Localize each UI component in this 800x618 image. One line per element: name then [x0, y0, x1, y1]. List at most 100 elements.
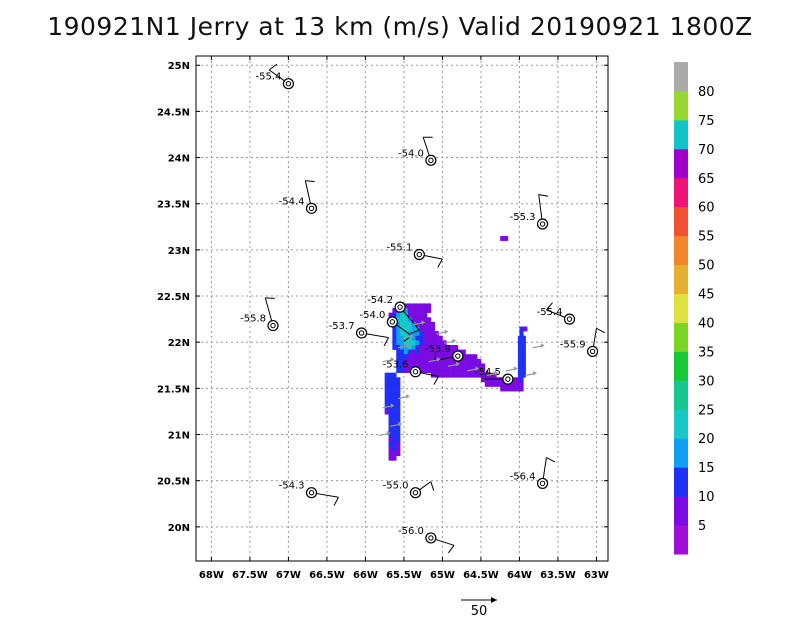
wind-cell	[521, 354, 526, 360]
wind-cell	[392, 308, 397, 313]
observation-marker	[536, 477, 549, 490]
wind-cell	[384, 386, 389, 392]
colorbar-tick-label: 45	[698, 288, 715, 303]
wind-cell	[403, 354, 409, 360]
y-tick-label: 24N	[168, 154, 190, 165]
wind-cell	[521, 335, 526, 341]
wind-cell	[411, 344, 416, 350]
wind-cell	[396, 386, 401, 392]
wind-cell	[396, 381, 401, 387]
wind-cell	[521, 358, 526, 364]
wind-cell	[427, 349, 432, 355]
wind-cell	[392, 391, 397, 397]
wind-cell	[407, 308, 412, 313]
observation-marker-inner	[270, 322, 276, 329]
wind-cell	[388, 312, 393, 318]
wind-cell	[461, 363, 466, 369]
wind-cell	[461, 368, 466, 373]
observation-marker	[282, 78, 295, 90]
wind-cell	[403, 331, 409, 337]
wind-vector-head	[455, 361, 460, 367]
wind-cell	[392, 432, 397, 438]
wind-cell	[430, 326, 436, 332]
wind-cell	[450, 358, 455, 364]
chart-title: 190921N1 Jerry at 13 km (m/s) Valid 2019…	[47, 12, 753, 41]
wind-cell	[517, 358, 523, 364]
wind-cell	[465, 358, 470, 364]
wind-cell	[403, 308, 409, 313]
wind-cell	[396, 400, 401, 406]
observation-marker	[413, 248, 425, 261]
wind-cell	[430, 335, 436, 341]
wind-vector-head	[405, 394, 410, 399]
wind-cell	[400, 317, 405, 323]
wind-barb-flag	[434, 351, 437, 361]
wind-cell	[442, 344, 447, 350]
wind-cell	[419, 331, 424, 337]
wind-cell	[396, 321, 401, 327]
colorbar-segment	[674, 496, 688, 526]
wind-cell	[511, 381, 516, 387]
wind-cell	[423, 326, 428, 332]
wind-cell	[388, 446, 393, 452]
wind-cell	[407, 335, 412, 341]
wind-cell	[388, 395, 393, 401]
observation-marker-inner	[397, 304, 403, 310]
colorbar-segment	[674, 351, 688, 381]
wind-cell	[523, 326, 528, 332]
wind-cell	[407, 344, 412, 350]
observation-marker-inner	[285, 80, 292, 87]
wind-cell	[411, 308, 416, 313]
colorbar-tick-label: 15	[698, 461, 715, 476]
colorbar-segment	[674, 235, 688, 266]
wind-cell	[411, 326, 416, 332]
wind-cell	[504, 236, 509, 241]
wind-cell	[400, 358, 405, 364]
wind-cell	[473, 372, 478, 378]
wind-cell	[392, 395, 397, 401]
wind-cell	[423, 303, 428, 309]
colorbar-segment	[674, 409, 688, 439]
wind-barb-flag	[447, 545, 455, 554]
observation-marker	[502, 373, 514, 385]
colorbar-segment	[674, 90, 688, 121]
wind-cell	[396, 418, 401, 424]
wind-cell	[461, 354, 466, 360]
wind-cell	[423, 368, 428, 373]
wind-cell	[407, 363, 412, 369]
observation-marker	[409, 487, 422, 499]
wind-cell	[521, 368, 526, 373]
wind-cell	[484, 381, 489, 387]
observation-label: -54.3	[279, 481, 305, 492]
wind-cell	[488, 377, 493, 383]
colorbar: 5 10 15 20 25 30 35 40 45 50 55 60 65 70 75 80	[674, 62, 715, 555]
wind-cell	[407, 326, 412, 332]
x-tick-label: 66.5W	[309, 570, 345, 581]
wind-cell	[438, 335, 443, 341]
wind-cell	[473, 358, 478, 364]
wind-cell	[396, 432, 401, 438]
wind-cell	[419, 326, 424, 332]
wind-vector-head	[421, 320, 426, 325]
y-tick-label: 24.5N	[157, 107, 190, 118]
wind-cell	[438, 368, 443, 373]
wind-cell	[396, 423, 401, 429]
observation-marker	[386, 316, 398, 328]
wind-cell	[415, 335, 420, 341]
wind-cell	[515, 377, 520, 383]
wind-cell	[500, 236, 505, 241]
wind-cell	[392, 344, 397, 350]
colorbar-segment	[674, 119, 688, 150]
wind-cell	[388, 437, 393, 443]
wind-cell	[415, 317, 420, 323]
observation-marker-inner	[428, 535, 434, 541]
wind-cell	[388, 377, 393, 383]
wind-cell	[396, 358, 401, 364]
wind-cell	[407, 312, 412, 318]
wind-cell	[457, 372, 462, 378]
wind-cell	[446, 372, 451, 378]
wind-cell	[411, 335, 416, 341]
observation-marker	[536, 218, 549, 230]
wind-cell	[388, 372, 393, 378]
colorbar-tick-label: 10	[698, 490, 715, 505]
